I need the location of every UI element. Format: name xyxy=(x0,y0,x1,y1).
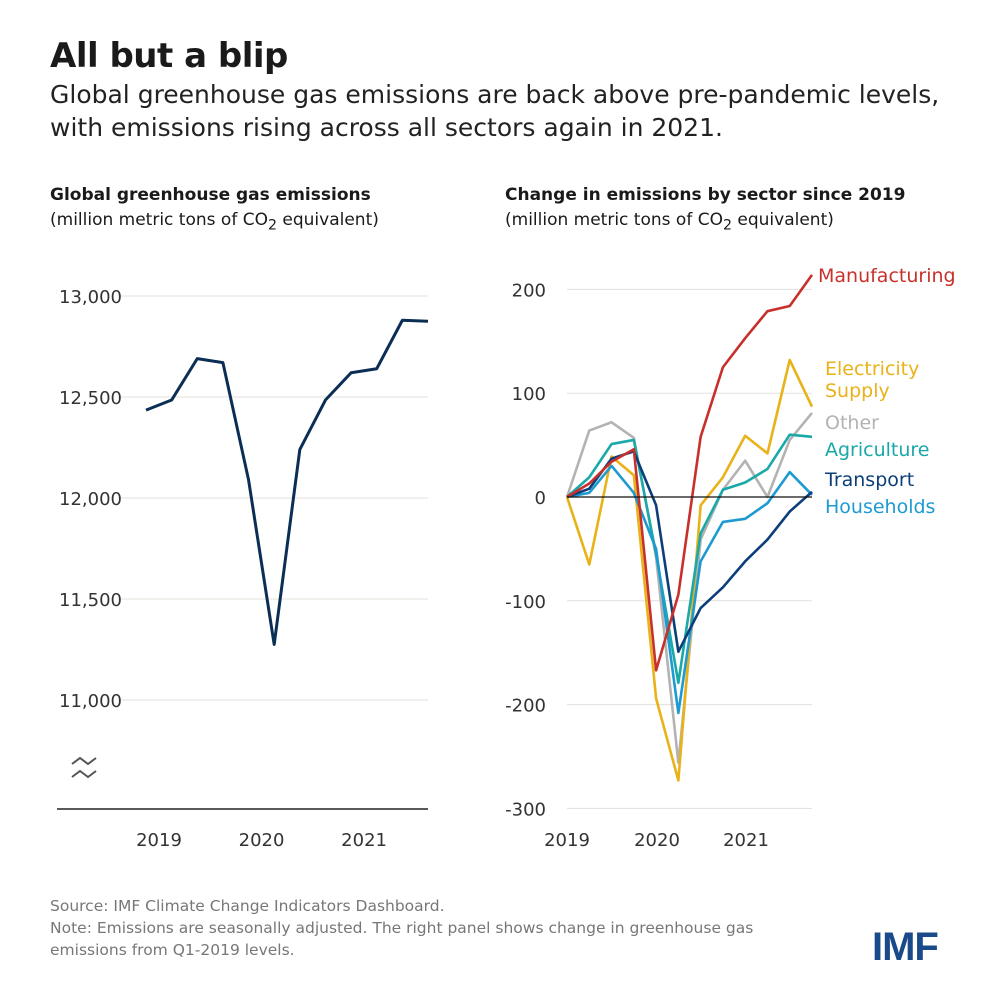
unit-subscript: 2 xyxy=(722,217,732,234)
x-tick-label: 2021 xyxy=(723,830,769,851)
series-line-other xyxy=(565,412,814,765)
y-tick-label: 11,000 xyxy=(59,691,122,712)
series-line-households xyxy=(566,464,813,715)
y-tick-label: 11,500 xyxy=(59,590,122,611)
footnotes: Source: IMF Climate Change Indicators Da… xyxy=(50,895,770,961)
source-note: Source: IMF Climate Change Indicators Da… xyxy=(50,897,445,915)
series-line-agriculture xyxy=(566,433,813,685)
unit-text: equivalent) xyxy=(731,210,834,230)
y-tick-label: 200 xyxy=(512,280,546,301)
y-tick-label: 12,000 xyxy=(59,489,122,510)
y-tick-label: -300 xyxy=(505,799,546,820)
legend-label-manufacturing: Manufacturing xyxy=(818,265,956,287)
legend-label-agriculture: Agriculture xyxy=(825,439,930,461)
x-tick-label: 2019 xyxy=(544,830,590,851)
left-panel-title: Global greenhouse gas emissions xyxy=(50,185,371,205)
left-panel-unit: (million metric tons of CO2 equivalent) xyxy=(50,210,379,233)
series-line-electricity-supply xyxy=(565,358,814,782)
legend-label-households: Households xyxy=(825,496,935,518)
y-tick-label: 12,500 xyxy=(59,388,122,409)
unit-text: (million metric tons of CO xyxy=(505,210,723,230)
unit-subscript: 2 xyxy=(267,217,277,234)
method-note: Note: Emissions are seasonally adjusted.… xyxy=(50,919,754,959)
x-tick-label: 2020 xyxy=(239,830,285,851)
legend-label-transport: Transport xyxy=(824,469,914,491)
headline: All but a blip xyxy=(50,36,288,76)
legend-label-other: Other xyxy=(825,412,879,434)
right-panel-title: Change in emissions by sector since 2019 xyxy=(505,185,906,205)
unit-text: (million metric tons of CO xyxy=(50,210,268,230)
legend-label-electricity-supply: Electricity Supply xyxy=(825,358,919,402)
x-tick-label: 2021 xyxy=(341,830,387,851)
series-line-manufacturing xyxy=(566,274,814,672)
x-tick-label: 2020 xyxy=(634,830,680,851)
subtitle: Global greenhouse gas emissions are back… xyxy=(50,80,940,142)
series-line-transport xyxy=(566,450,813,653)
emissions-line xyxy=(145,318,429,646)
unit-text: equivalent) xyxy=(276,210,379,230)
y-tick-label: 100 xyxy=(512,384,546,405)
y-tick-label: -100 xyxy=(505,592,546,613)
y-tick-label: -200 xyxy=(505,696,546,717)
axis-break-icon xyxy=(71,756,97,779)
imf-logo: IMF xyxy=(872,925,939,969)
x-tick-label: 2019 xyxy=(136,830,182,851)
y-tick-label: 0 xyxy=(535,488,546,509)
y-tick-label: 13,000 xyxy=(59,287,122,308)
right-panel-unit: (million metric tons of CO2 equivalent) xyxy=(505,210,834,233)
